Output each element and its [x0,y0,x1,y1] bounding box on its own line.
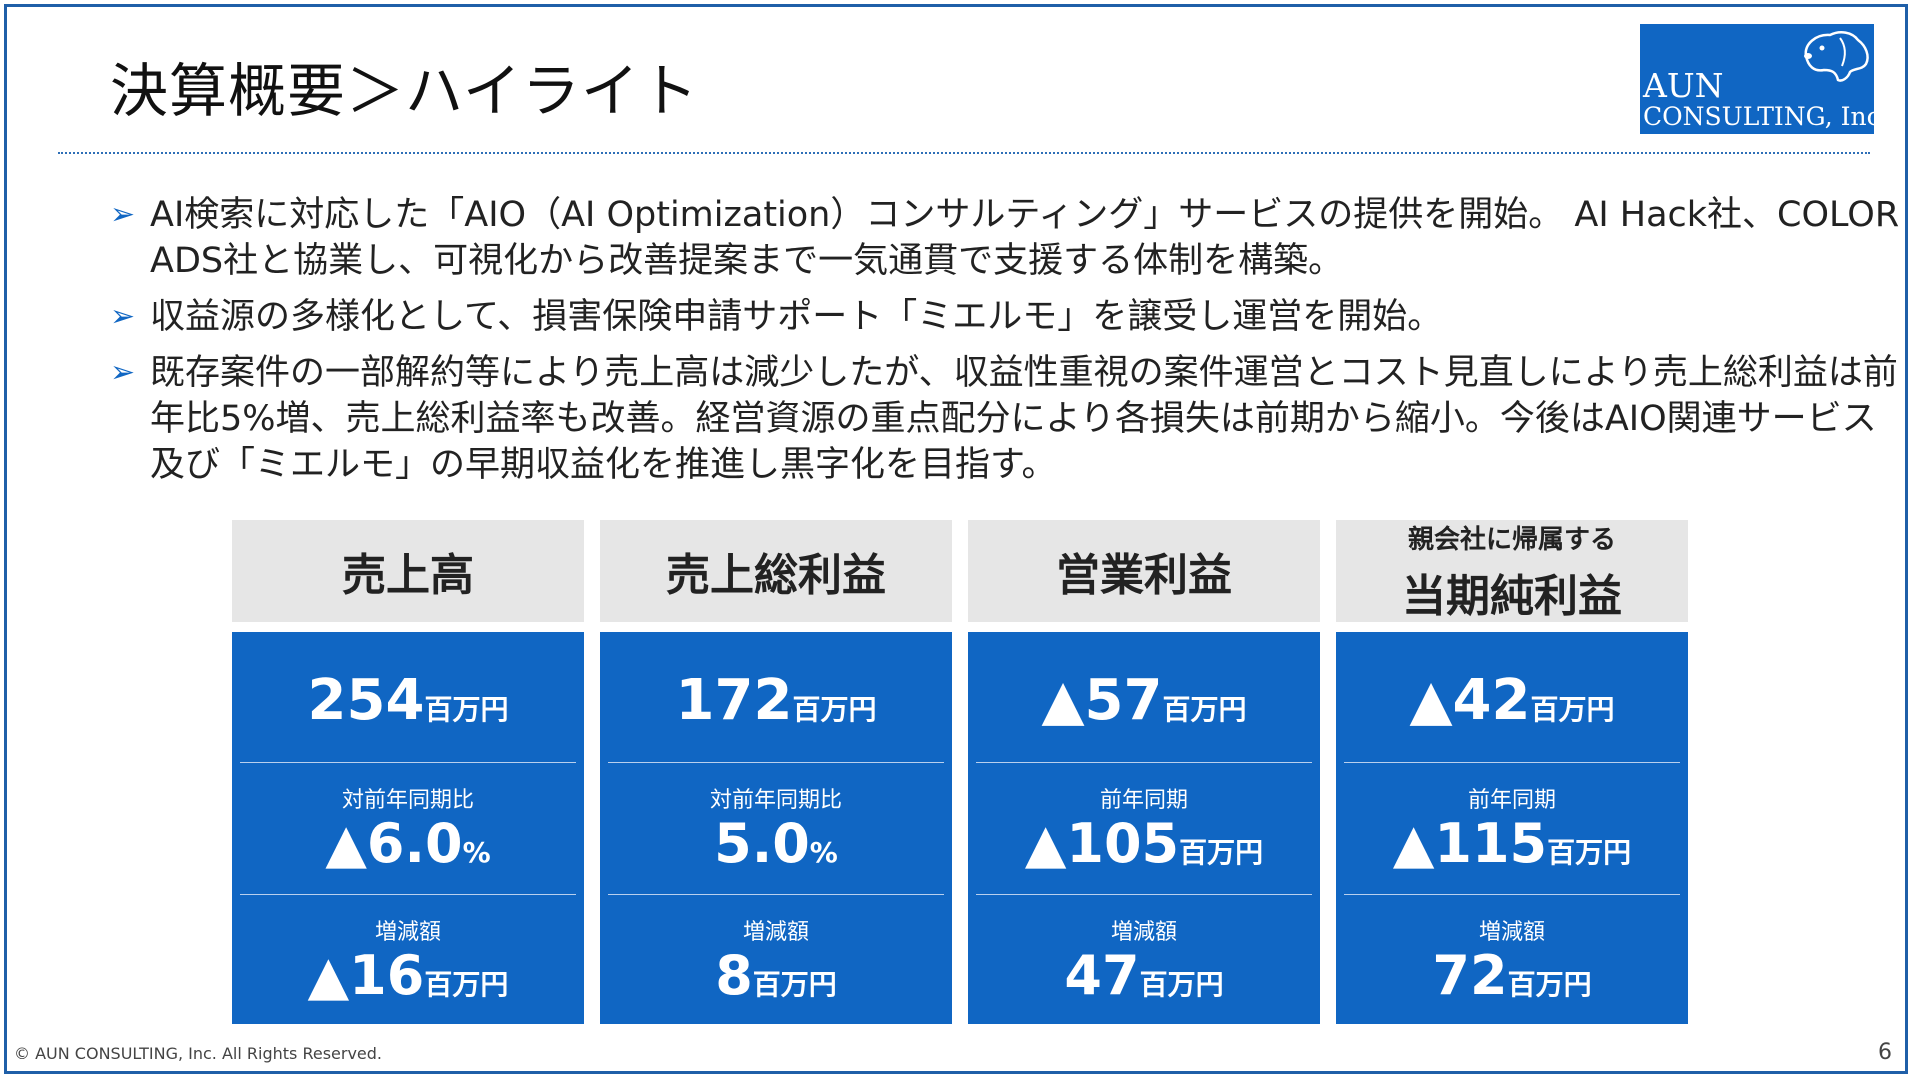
kpi-card-title: 営業利益 [1056,550,1232,601]
bullet-text: 収益源の多様化として、損害保険申請サポート「ミエルモ」を譲受し運営を開始。 [150,297,1443,337]
page-number: 6 [1878,1040,1892,1065]
kpi-label: 前年同期 [1099,788,1188,813]
kpi-change-value: 8百万円 [715,944,837,1007]
kpi-yoy-value: ▲6.0% [325,812,491,875]
logo-line2: CONSULTING, Inc. [1643,102,1889,131]
kpi-prior-value: ▲115百万円 [1392,812,1632,875]
kpi-card-net-income: 親会社に帰属する 当期純利益 ▲42百万円 前年同期 ▲115百万円 増減額 7… [1336,520,1688,1024]
kpi-label: 対前年同期比 [709,788,842,813]
page-title: 決算概要＞ハイライト [110,57,699,125]
kpi-divider [976,894,1312,895]
kpi-change-value: 72百万円 [1432,944,1592,1007]
bullet-list: ➢ AI検索に対応した「AIO（AI Optimization）コンサルティング… [110,192,1900,498]
kpi-label: 増減額 [1110,920,1177,945]
company-logo: AUN CONSULTING, Inc. [1640,24,1889,134]
dog-logo-icon [1804,31,1869,82]
arrow-bullet-icon: ➢ [110,299,136,334]
kpi-prior-value: ▲105百万円 [1024,812,1264,875]
bullet-item: ➢ 収益源の多様化として、損害保険申請サポート「ミエルモ」を譲受し運営を開始。 [110,294,1900,340]
kpi-change-value: 47百万円 [1064,944,1224,1007]
title-divider [58,152,1870,154]
bullet-text: AI検索に対応した「AIO（AI Optimization）コンサルティング」サ… [150,195,1900,281]
bullet-item: ➢ AI検索に対応した「AIO（AI Optimization）コンサルティング… [110,192,1900,284]
kpi-label: 増減額 [374,920,441,945]
kpi-main-value: 172百万円 [675,668,877,733]
kpi-label: 増減額 [742,920,809,945]
bullet-item: ➢ 既存案件の一部解約等により売上高は減少したが、収益性重視の案件運営とコスト見… [110,350,1900,488]
copyright-footer: © AUN CONSULTING, Inc. All Rights Reserv… [14,1044,382,1063]
kpi-card-body: 172百万円 対前年同期比 5.0% 増減額 8百万円 [600,632,952,1024]
kpi-card-body: 254百万円 対前年同期比 ▲6.0% 増減額 ▲16百万円 [232,632,584,1024]
kpi-card-sales: 売上高 254百万円 対前年同期比 ▲6.0% 増減額 ▲16百万円 [232,520,584,1024]
kpi-card-gross-profit: 売上総利益 172百万円 対前年同期比 5.0% 増減額 8百万円 [600,520,952,1024]
kpi-card-body: ▲42百万円 前年同期 ▲115百万円 増減額 72百万円 [1336,632,1688,1024]
kpi-main-value: ▲57百万円 [1041,668,1247,733]
kpi-card-body: ▲57百万円 前年同期 ▲105百万円 増減額 47百万円 [968,632,1320,1024]
kpi-card-subtitle: 親会社に帰属する [1407,524,1616,555]
logo-line1: AUN [1643,66,1724,105]
kpi-main-value: ▲42百万円 [1409,668,1615,733]
kpi-card-header: 売上総利益 [600,520,952,622]
arrow-bullet-icon: ➢ [110,197,136,232]
kpi-yoy-value: 5.0% [714,812,838,875]
kpi-label: 前年同期 [1467,788,1556,813]
kpi-card-title: 売上総利益 [666,550,886,601]
kpi-divider [976,762,1312,763]
kpi-divider [608,762,944,763]
kpi-card-header: 親会社に帰属する 当期純利益 [1336,520,1688,622]
kpi-label: 対前年同期比 [341,788,474,813]
kpi-card-title: 当期純利益 [1402,570,1622,622]
kpi-card-header: 営業利益 [968,520,1320,622]
kpi-divider [240,894,576,895]
kpi-divider [240,762,576,763]
kpi-main-value: 254百万円 [307,668,509,733]
bullet-text: 既存案件の一部解約等により売上高は減少したが、収益性重視の案件運営とコスト見直し… [150,353,1898,485]
kpi-change-value: ▲16百万円 [307,944,509,1007]
kpi-label: 増減額 [1478,920,1545,945]
kpi-divider [1344,762,1680,763]
kpi-divider [608,894,944,895]
arrow-bullet-icon: ➢ [110,355,136,390]
kpi-divider [1344,894,1680,895]
kpi-card-title: 売上高 [342,550,474,601]
kpi-card-header: 売上高 [232,520,584,622]
slide-frame [4,4,1908,1074]
kpi-card-operating-profit: 営業利益 ▲57百万円 前年同期 ▲105百万円 増減額 47百万円 [968,520,1320,1024]
